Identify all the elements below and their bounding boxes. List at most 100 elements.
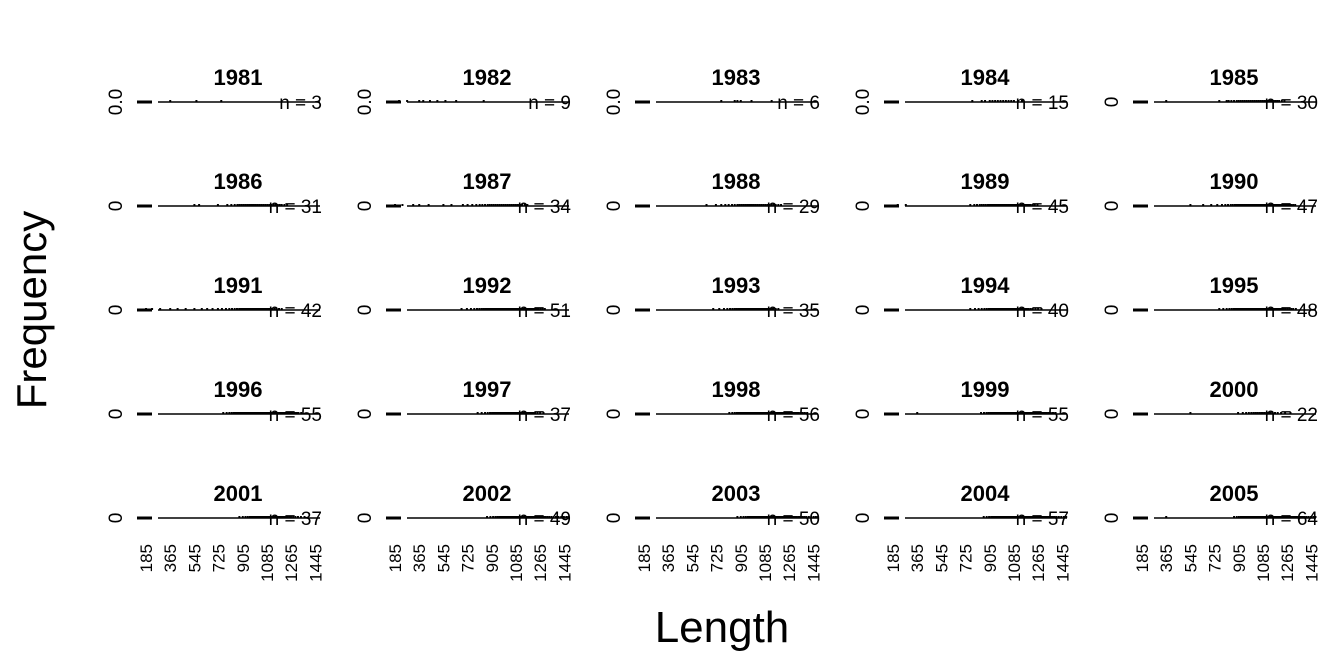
histogram-bar <box>1254 308 1257 310</box>
histogram-bar <box>763 516 766 518</box>
x-tick-label: 1445 <box>306 544 325 582</box>
histogram-bar <box>193 204 196 206</box>
histogram-bar <box>495 308 498 310</box>
histogram-bar <box>756 204 759 206</box>
histogram-bar <box>220 100 223 102</box>
histogram-bar <box>193 308 196 310</box>
histogram-bar <box>1045 412 1048 414</box>
histogram-bar <box>1043 516 1046 518</box>
histogram-bar <box>228 412 231 414</box>
histogram-bar <box>276 412 279 414</box>
histogram-bar <box>1265 100 1268 102</box>
histogram-bar <box>745 412 748 414</box>
histogram-bar <box>263 412 266 414</box>
panel-title: 2005 <box>1210 481 1259 506</box>
y-tick-label: 0 <box>106 201 127 212</box>
histogram-bar <box>1010 412 1013 414</box>
x-tick-label: 545 <box>683 544 702 572</box>
histogram-bar <box>292 516 295 518</box>
histogram-bar <box>508 308 511 310</box>
panel-1993: 1993 0 n = 35 <box>604 273 820 322</box>
histogram-bar <box>251 412 254 414</box>
histogram-bar <box>1239 516 1242 518</box>
histogram-bar <box>1004 204 1007 206</box>
histogram-bar <box>289 412 292 414</box>
histogram-bar <box>740 204 743 206</box>
histogram-bar <box>757 308 760 310</box>
histogram-bar <box>522 412 525 414</box>
histogram-bar <box>1288 204 1291 206</box>
histogram-bar <box>490 204 493 206</box>
histogram-bar <box>1035 516 1038 518</box>
histogram-bar <box>733 308 736 310</box>
histogram-bar <box>1283 100 1286 102</box>
histogram-bar <box>1009 204 1012 206</box>
histogram-bar <box>1220 204 1223 206</box>
histogram-bar <box>762 204 765 206</box>
histogram-bar <box>286 204 289 206</box>
histogram-bar <box>1253 516 1256 518</box>
histogram-bar <box>524 516 527 518</box>
histogram-bar <box>528 412 531 414</box>
histogram-bar <box>1019 412 1022 414</box>
panel-title: 1986 <box>214 169 263 194</box>
histogram-bar <box>1282 204 1285 206</box>
histogram-bar <box>256 308 259 310</box>
histogram-bar <box>542 516 545 518</box>
histogram-bar <box>1016 516 1019 518</box>
histogram-bar <box>264 308 267 310</box>
histogram-bar <box>998 308 1001 310</box>
histogram-bar <box>1267 308 1270 310</box>
histogram-bar <box>554 516 557 518</box>
x-tick-label: 545 <box>434 544 453 572</box>
histogram-bar <box>764 204 767 206</box>
histogram-bar <box>1000 204 1003 206</box>
x-tick-label: 725 <box>459 544 478 572</box>
histogram-bar <box>1305 516 1308 518</box>
histogram-bar <box>291 412 294 414</box>
histogram-bar <box>1047 516 1050 518</box>
histogram-bar <box>1279 204 1281 206</box>
histogram-bar <box>996 204 999 206</box>
histogram-bar <box>486 204 489 206</box>
histogram-bar <box>251 308 254 310</box>
histogram-bar <box>1227 100 1230 102</box>
histogram-bar <box>506 516 509 518</box>
histogram-bar <box>513 412 516 414</box>
histogram-bar <box>751 412 754 414</box>
histogram-bar <box>254 204 257 206</box>
histogram-bar <box>742 204 745 206</box>
histogram-bar <box>506 204 509 206</box>
histogram-bar <box>1055 516 1058 518</box>
x-tick-label: 545 <box>932 544 951 572</box>
panel-title: 1996 <box>214 377 263 402</box>
x-tick-label: 365 <box>659 544 678 572</box>
histogram-bar <box>1047 412 1050 414</box>
histogram-bar <box>489 412 492 414</box>
histogram-bar <box>969 204 972 206</box>
x-tick-label: 185 <box>884 544 903 572</box>
histogram-bar <box>729 308 732 310</box>
histogram-bar <box>976 204 978 206</box>
histogram-bar <box>238 308 241 310</box>
histogram-bar <box>1242 516 1245 518</box>
histogram-bar <box>982 204 985 206</box>
histogram-bar <box>998 516 1001 518</box>
histogram-bar <box>274 516 277 518</box>
histogram-bar <box>1283 516 1286 518</box>
histogram-bar <box>510 204 513 206</box>
x-tick-label: 365 <box>161 544 180 572</box>
histogram-bar <box>1254 204 1257 206</box>
panel-2001: 2001 0 n = 37 185 365 545 725 905 1085 1265 1445 <box>106 481 325 582</box>
histogram-bar <box>765 412 768 414</box>
histogram-bar <box>991 308 994 310</box>
histogram-bar <box>482 100 485 102</box>
panel-title: 1991 <box>214 273 263 298</box>
histogram-bar <box>1006 516 1009 518</box>
histogram-bar <box>1266 204 1269 206</box>
histogram-bar <box>520 412 523 414</box>
histogram-bar <box>504 412 507 414</box>
histogram-bar <box>1010 308 1013 310</box>
histogram-bar <box>269 308 272 310</box>
histogram-bar <box>1020 516 1023 518</box>
